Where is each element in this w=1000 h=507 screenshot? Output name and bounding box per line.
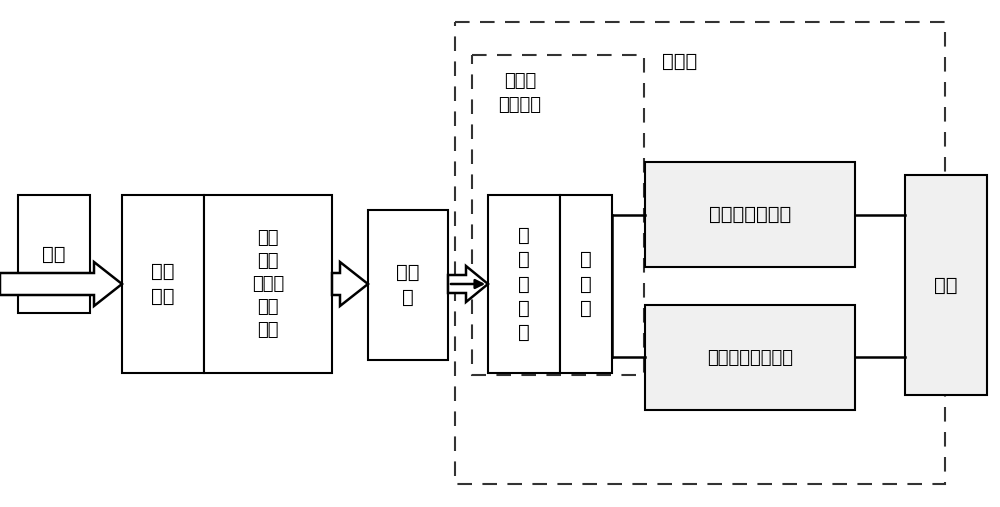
Text: 光
学
适
配
器: 光 学 适 配 器	[518, 226, 530, 342]
Bar	[905, 175, 987, 395]
Bar	[645, 305, 855, 410]
Bar	[488, 195, 560, 373]
Text: 主机: 主机	[934, 275, 958, 295]
Bar	[472, 55, 644, 375]
Bar	[122, 195, 204, 373]
Polygon shape	[332, 262, 368, 306]
Text: 人体
组织: 人体 组织	[151, 263, 175, 306]
Bar	[368, 210, 448, 360]
Text: 窄带光图像传感器: 窄带光图像传感器	[707, 348, 793, 367]
Polygon shape	[0, 262, 122, 306]
Text: 内窥
镜: 内窥 镜	[396, 263, 420, 307]
Bar	[455, 22, 945, 484]
Bar	[18, 195, 90, 313]
Text: 分
光
器: 分 光 器	[580, 250, 592, 318]
Bar	[645, 162, 855, 267]
Text: 白光: 白光	[42, 244, 66, 264]
Bar	[204, 195, 332, 373]
Text: 摄像头: 摄像头	[662, 52, 698, 71]
Text: 摄像头
光学系统: 摄像头 光学系统	[498, 72, 542, 114]
Polygon shape	[448, 266, 488, 302]
Bar	[560, 195, 612, 373]
Text: 人体
血水
浑浊水
雾气
环境: 人体 血水 浑浊水 雾气 环境	[252, 229, 284, 339]
Text: 白光图像传感器: 白光图像传感器	[709, 205, 791, 224]
